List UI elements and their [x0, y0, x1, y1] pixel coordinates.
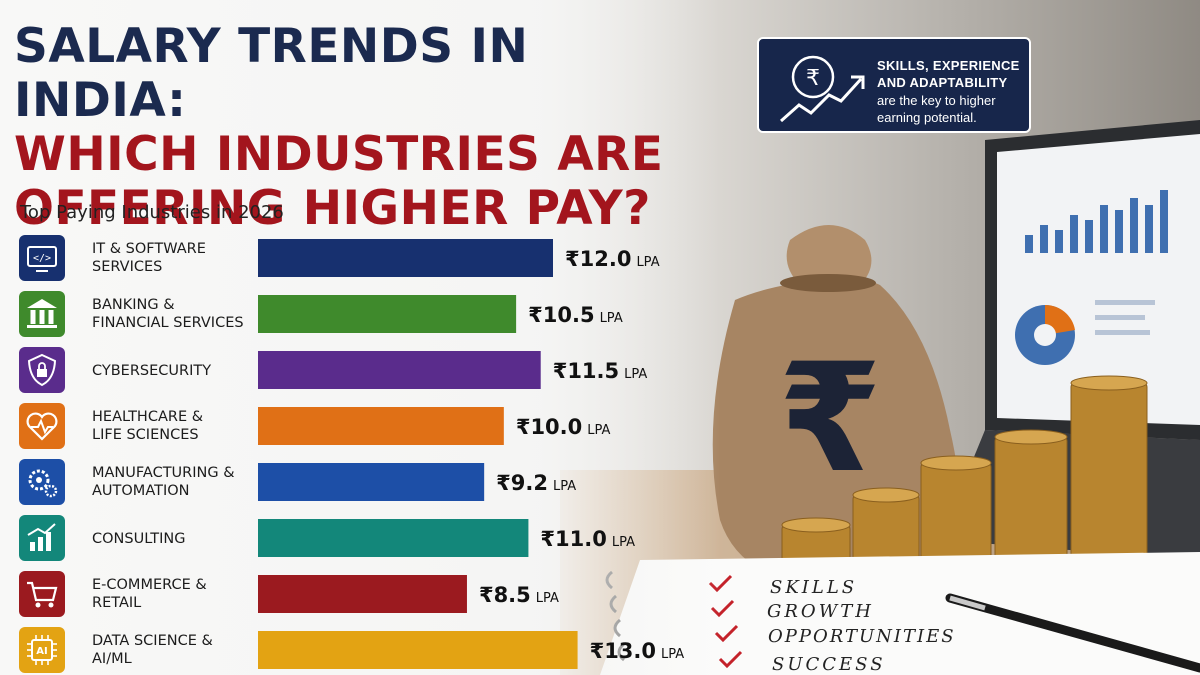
- bank-icon: [19, 291, 65, 337]
- category-label: IT & SOFTWARE SERVICES: [92, 241, 206, 275]
- callout-line-4: earning potential.: [877, 110, 977, 125]
- value-label: ₹13.0 LPA: [590, 639, 685, 663]
- shield-lock-icon: [19, 347, 65, 393]
- svg-text:₹: ₹: [778, 332, 882, 506]
- notepad-item-skills: SKILLS: [770, 577, 857, 598]
- value-label: ₹11.0 LPA: [540, 527, 635, 551]
- value-label: ₹11.5 LPA: [553, 359, 648, 383]
- callout-line-1: SKILLS, EXPERIENCE: [877, 58, 1020, 73]
- bar: [258, 463, 485, 501]
- callout-line-2: AND ADAPTABILITY: [877, 75, 1008, 90]
- value-label: ₹8.5 LPA: [479, 583, 559, 607]
- ai-chip-icon: AI: [19, 627, 65, 673]
- shopping-cart-icon: [19, 571, 65, 617]
- svg-text:AI: AI: [36, 646, 47, 657]
- category-label: E-COMMERCE & RETAIL: [92, 577, 207, 611]
- svg-text:</>: </>: [33, 253, 51, 264]
- notepad-item-success: SUCCESS: [772, 654, 886, 675]
- gears-icon: [19, 459, 65, 505]
- value-label: ₹10.5 LPA: [528, 303, 623, 327]
- category-label: MANUFACTURING & AUTOMATION: [92, 465, 235, 499]
- bar: [258, 351, 541, 389]
- bar: [258, 295, 517, 333]
- chart-title: Top Paying Industries in 2026: [20, 202, 284, 223]
- value-label: ₹9.2 LPA: [496, 471, 576, 495]
- bar: [258, 575, 467, 613]
- growth-chart-icon: [19, 515, 65, 561]
- left-fade-overlay: [0, 0, 720, 675]
- category-label: BANKING & FINANCIAL SERVICES: [92, 297, 244, 331]
- notepad-item-opportunities: OPPORTUNITIES: [768, 626, 956, 647]
- bar: [258, 519, 529, 557]
- title-line-2: WHICH INDUSTRIES ARE: [14, 127, 664, 182]
- rupee-growth-icon: ₹: [780, 55, 865, 123]
- title-line-3: OFFERING HIGHER PAY?: [14, 181, 651, 236]
- bar: [258, 239, 553, 277]
- industry-salary-bar-chart: </> IT & SOFTWARE SERVICES ₹12.0 LPA BANKING …: [19, 235, 685, 673]
- heart-pulse-icon: [19, 403, 65, 449]
- coin-stacks-illustration: [781, 375, 1148, 569]
- notepad-item-growth: GROWTH: [767, 601, 874, 622]
- category-label: DATA SCIENCE & AI/ML: [92, 633, 213, 667]
- title-line-1: SALARY TRENDS IN INDIA:: [14, 19, 529, 128]
- bar: [258, 631, 578, 669]
- page-title: SALARY TRENDS IN INDIA: WHICH INDUSTRIES…: [14, 20, 714, 236]
- category-label: CONSULTING: [92, 531, 186, 547]
- money-bag-illustration: ₹: [712, 225, 960, 585]
- value-label: ₹12.0 LPA: [565, 247, 660, 271]
- bar: [258, 407, 504, 445]
- category-label: CYBERSECURITY: [92, 363, 211, 379]
- category-label: HEALTHCARE & LIFE SCIENCES: [92, 409, 203, 443]
- callout-line-3: are the key to higher: [877, 93, 996, 108]
- code-monitor-icon: </>: [19, 235, 65, 281]
- callout-box: ₹ SKILLS, EXPERIENCE AND ADAPTABILITY ar…: [757, 37, 1031, 133]
- value-label: ₹10.0 LPA: [516, 415, 611, 439]
- svg-text:₹: ₹: [806, 66, 820, 91]
